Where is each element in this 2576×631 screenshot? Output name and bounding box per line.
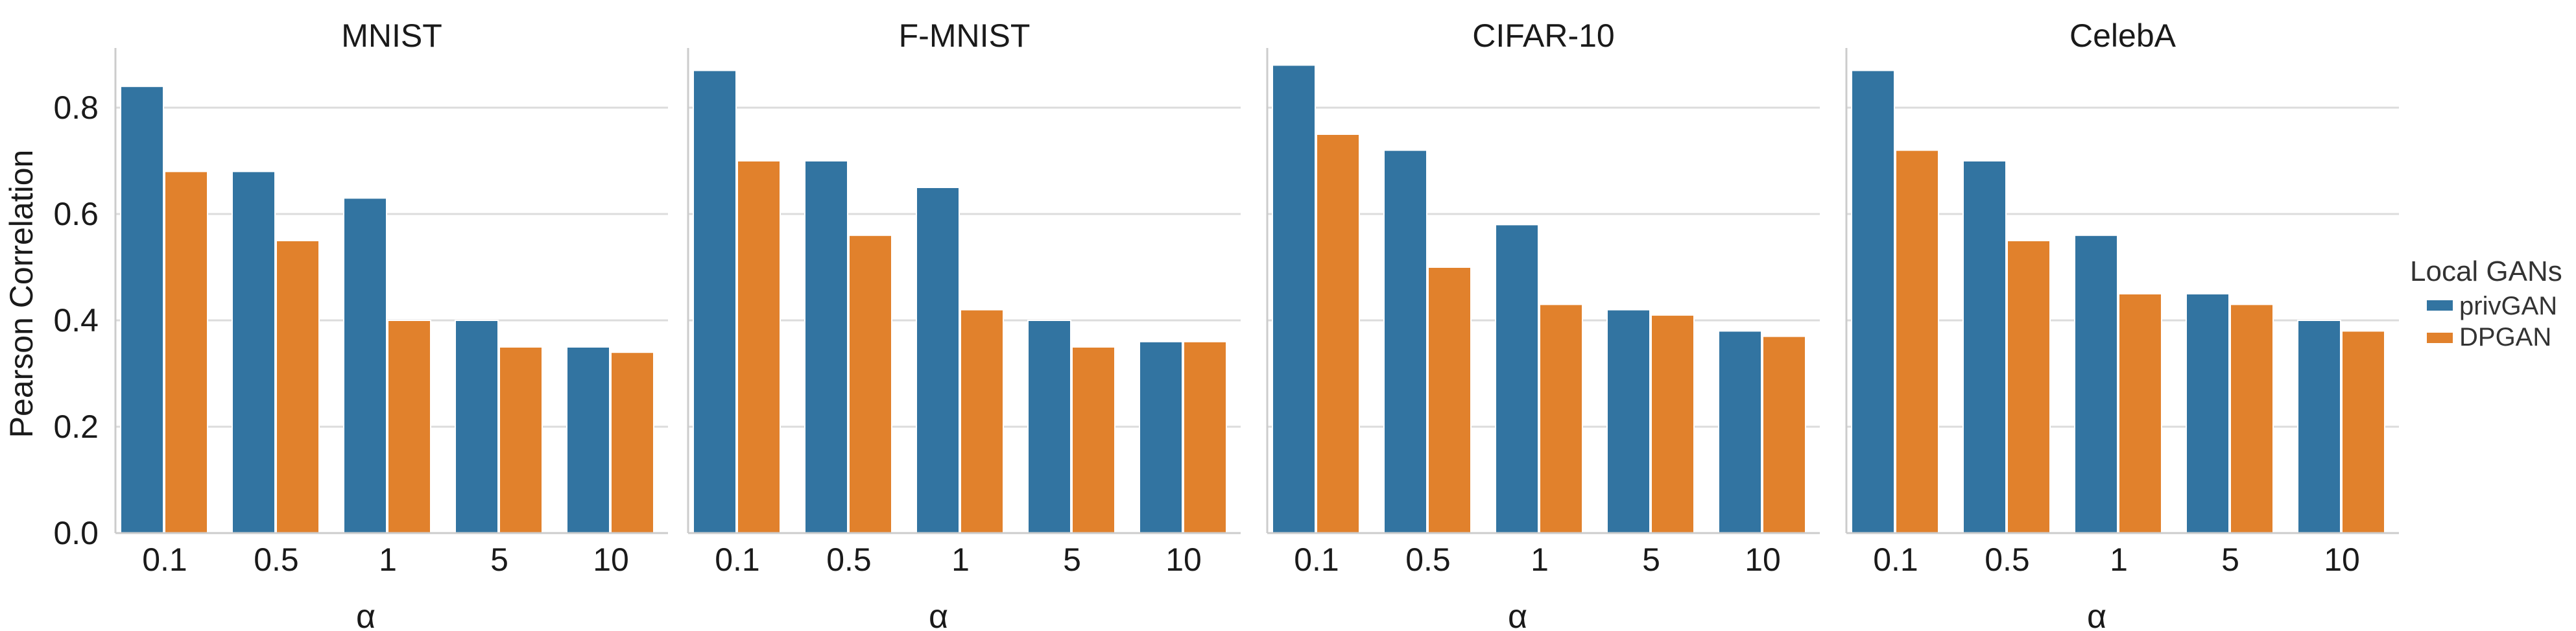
panel-2-x-axis-label: α [929,598,948,631]
panel-1-x-tick-label: 0.1 [142,542,187,578]
panel-4-x-tick-label: 0.5 [1985,542,2030,578]
panel-1-bar-privgan [566,346,610,534]
panel-1-x-tick-label: 1 [379,542,397,578]
panel-1-bar-dpgan [499,346,543,534]
panel-4-bar-privgan [1851,69,1895,534]
panel-1-x-axis-label: α [356,598,376,631]
panel-4-x-tick-label: 5 [2221,542,2239,578]
panel-4-bar-privgan [1962,160,2007,534]
panel-3-bar-dpgan [1539,304,1583,534]
y-axis-label: Pearson Correlation [3,150,40,438]
panel-2-bar-dpgan [1183,340,1227,534]
panel-4-bar-dpgan [2007,240,2051,534]
legend-title: Local GANs [2410,256,2562,287]
panel-2-title: F-MNIST [899,18,1031,54]
panel-3-bar-privgan [1718,330,1762,534]
legend-label-dpgan: DPGAN [2459,323,2551,351]
panel-3-title: CIFAR-10 [1472,18,1615,54]
panel-2-bar-dpgan [848,234,892,534]
y-tick-label: 0.2 [53,409,99,445]
panel-2-bar-dpgan [737,160,781,534]
panel-1-x-tick-label: 0.5 [254,542,299,578]
panel-3-bar-privgan [1272,64,1316,534]
panel-1-bar-privgan [232,171,276,534]
panel-3-x-tick-label: 5 [1642,542,1660,578]
panel-1-bar-dpgan [164,171,208,534]
panel-3-bar-dpgan [1762,335,1806,534]
panel-2-x-tick-label: 0.1 [715,542,760,578]
panel-2-x-tick-label: 1 [951,542,970,578]
panel-4-x-tick-label: 10 [2324,542,2360,578]
panel-4-bar-dpgan [2230,304,2274,534]
panel-4-bar-dpgan [2118,293,2162,534]
panel-4-title: CelebA [2069,18,2176,54]
panel-3-x-tick-label: 0.5 [1405,542,1451,578]
panel-2-bar-privgan [693,69,737,534]
panel-2-bar-dpgan [960,309,1004,534]
panel-1-bar-privgan [455,320,499,534]
panel-4-bar-privgan [2186,293,2230,534]
legend-swatch-privgan [2427,300,2453,311]
panel-2-x-tick-label: 0.5 [826,542,872,578]
panel-3-bar-dpgan [1651,314,1695,534]
panel-2-bar-privgan [804,160,848,534]
legend-label-privgan: privGAN [2459,292,2557,320]
y-tick-label: 0.6 [53,196,99,232]
panel-1-x-tick-label: 10 [593,542,629,578]
panel-3-x-axis-label: α [1508,598,1527,631]
y-tick-label: 0.8 [53,89,99,126]
panel-2-bar-dpgan [1071,346,1115,534]
panel-1-bar-dpgan [276,240,320,534]
panel-4-bar-dpgan [2341,330,2385,534]
panel-3-bar-dpgan [1316,134,1360,534]
panel-2-x-tick-label: 5 [1063,542,1081,578]
y-tick-label: 0.0 [53,515,99,551]
panel-4-x-tick-label: 1 [2110,542,2128,578]
legend-swatch-dpgan [2427,333,2453,343]
panel-2-bar-privgan [1139,340,1183,534]
panel-4-bar-privgan [2074,234,2118,534]
panel-2-bar-privgan [916,187,960,534]
panel-1-bar-dpgan [387,320,431,534]
y-tick-label: 0.4 [53,302,99,339]
panel-3-x-tick-label: 0.1 [1294,542,1339,578]
panel-1-title: MNIST [341,18,442,54]
panel-2-bar-privgan [1027,320,1071,534]
panel-4-x-tick-label: 0.1 [1873,542,1918,578]
panel-3-bar-privgan [1606,309,1651,534]
panel-1-bar-privgan [120,86,164,534]
panel-4-bar-privgan [2297,320,2341,534]
panel-2-x-tick-label: 10 [1165,542,1202,578]
panel-3-bar-privgan [1495,224,1539,534]
panel-1-bar-dpgan [610,351,654,534]
panel-1-bar-privgan [343,197,387,534]
panel-3-x-tick-label: 1 [1531,542,1549,578]
panel-3-x-tick-label: 10 [1745,542,1781,578]
panel-4-bar-dpgan [1895,149,1939,534]
panel-3-bar-privgan [1383,149,1427,534]
panel-1-x-tick-label: 5 [490,542,508,578]
panel-4-x-axis-label: α [2087,598,2106,631]
panel-3-bar-dpgan [1427,267,1472,534]
